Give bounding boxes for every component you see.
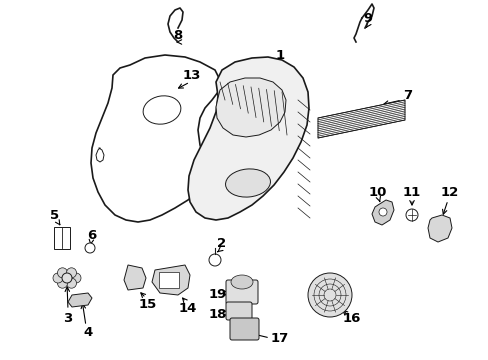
Polygon shape xyxy=(68,293,92,307)
Polygon shape xyxy=(317,100,404,138)
FancyBboxPatch shape xyxy=(225,280,258,304)
Circle shape xyxy=(58,278,67,288)
Ellipse shape xyxy=(230,275,252,289)
FancyBboxPatch shape xyxy=(54,227,70,249)
Text: 13: 13 xyxy=(183,68,201,81)
Polygon shape xyxy=(187,57,308,220)
Text: 1: 1 xyxy=(275,49,284,62)
Circle shape xyxy=(66,278,76,288)
Text: 7: 7 xyxy=(403,89,412,102)
Text: 6: 6 xyxy=(87,229,97,242)
FancyBboxPatch shape xyxy=(229,318,259,340)
Circle shape xyxy=(62,273,72,283)
Circle shape xyxy=(208,254,221,266)
Polygon shape xyxy=(216,78,285,137)
Text: 5: 5 xyxy=(50,208,60,221)
Circle shape xyxy=(307,273,351,317)
Text: 14: 14 xyxy=(179,302,197,315)
FancyBboxPatch shape xyxy=(225,302,251,320)
Text: 15: 15 xyxy=(139,298,157,311)
Text: 11: 11 xyxy=(402,185,420,198)
Text: 17: 17 xyxy=(270,332,288,345)
Polygon shape xyxy=(371,200,393,225)
Text: 19: 19 xyxy=(208,288,226,302)
FancyBboxPatch shape xyxy=(159,272,179,288)
Circle shape xyxy=(85,243,95,253)
Text: 4: 4 xyxy=(83,327,92,339)
Text: 10: 10 xyxy=(368,185,386,198)
Text: 18: 18 xyxy=(208,309,227,321)
Circle shape xyxy=(53,273,63,283)
Text: 8: 8 xyxy=(173,28,182,41)
Polygon shape xyxy=(91,55,220,222)
Text: 12: 12 xyxy=(440,185,458,198)
Text: 9: 9 xyxy=(363,12,372,24)
Circle shape xyxy=(378,208,386,216)
Polygon shape xyxy=(152,265,190,295)
Text: 2: 2 xyxy=(217,237,226,249)
Circle shape xyxy=(71,273,81,283)
Circle shape xyxy=(58,268,67,278)
Circle shape xyxy=(405,209,417,221)
Circle shape xyxy=(66,268,76,278)
Polygon shape xyxy=(124,265,146,290)
Polygon shape xyxy=(427,215,451,242)
Ellipse shape xyxy=(225,169,270,197)
Text: 3: 3 xyxy=(63,311,73,324)
Text: 16: 16 xyxy=(342,311,361,324)
